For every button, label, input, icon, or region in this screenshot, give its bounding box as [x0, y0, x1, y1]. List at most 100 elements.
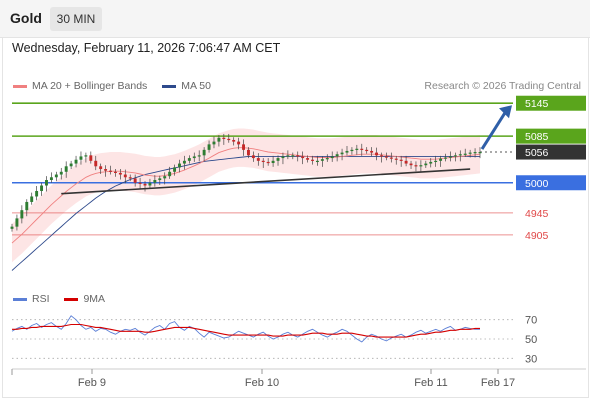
candle-body [271, 160, 275, 164]
rsi-line [11, 315, 480, 343]
level-tag-5145 [516, 95, 586, 111]
candle-body [20, 210, 24, 219]
projection-arrow-shaft [480, 110, 508, 150]
candle-body [94, 160, 98, 167]
candle-body [148, 182, 152, 186]
candle-body [458, 154, 462, 156]
candle-body [419, 165, 423, 167]
candle [330, 151, 334, 162]
candle [222, 133, 226, 145]
candle-body [266, 161, 270, 164]
timeframe-button[interactable]: 30 MIN [50, 7, 102, 31]
candle [59, 167, 63, 180]
candle-body [355, 148, 359, 150]
candle-body [463, 153, 467, 155]
candle-body [256, 158, 260, 161]
candle-body [153, 180, 157, 183]
candle-body [320, 159, 324, 161]
candle [10, 223, 14, 232]
candle [394, 155, 398, 165]
candle-body [340, 152, 344, 155]
legend-label-9ma: 9MA [83, 293, 106, 305]
candle [315, 155, 319, 166]
candle [168, 166, 172, 179]
candle-body [99, 166, 103, 170]
candle [45, 176, 48, 192]
candle [444, 153, 447, 162]
legend-item-rsi: RSI [13, 293, 50, 305]
legend-item-ma50: MA 50 [162, 80, 211, 92]
candle-body [251, 155, 255, 159]
candle [143, 181, 147, 192]
candle-body [276, 158, 280, 161]
candle-body [335, 154, 339, 157]
bollinger-band [12, 128, 480, 263]
chart-credit: Research © 2026 Trading Central [424, 80, 581, 92]
rsi-swatch-icon [13, 297, 27, 301]
candle [79, 151, 83, 165]
candle [187, 155, 191, 164]
candle [365, 147, 369, 154]
candle [453, 152, 457, 162]
candle [84, 152, 88, 163]
candle [182, 155, 186, 170]
candle [237, 137, 241, 150]
ma9-swatch-icon [64, 297, 79, 301]
chart-timestamp: Wednesday, February 11, 2026 7:06:47 AM … [12, 41, 281, 55]
candle [49, 172, 53, 183]
candle [478, 147, 482, 159]
candle-body [202, 149, 206, 156]
level-label-5145: 5145 [525, 98, 549, 110]
candle [473, 148, 477, 158]
candle [217, 135, 221, 147]
candle-body [40, 185, 44, 191]
candle-body [237, 141, 241, 145]
candle-body [89, 155, 93, 161]
candle-body [404, 160, 408, 164]
candle [256, 153, 260, 166]
candle-body [424, 163, 428, 166]
candle-body [74, 159, 78, 164]
candle [380, 152, 383, 163]
level-label-5056: 5056 [525, 147, 549, 159]
candle [30, 192, 34, 205]
level-tag-5000 [516, 175, 586, 191]
candle-body [25, 201, 29, 211]
candle [266, 158, 270, 166]
candle-body [306, 158, 310, 160]
candle-body [370, 150, 374, 153]
candle [64, 161, 68, 178]
candle-body [384, 156, 388, 158]
candle-body [247, 149, 250, 156]
level-tag-5056 [516, 144, 586, 160]
candle [54, 171, 58, 182]
candle-body [197, 155, 201, 157]
candle [261, 158, 265, 168]
ma50-line [11, 155, 480, 271]
candle [404, 155, 408, 167]
candle [360, 143, 364, 156]
candle [399, 155, 403, 167]
rsi-tick-30: 30 [525, 353, 537, 365]
candle-body [350, 149, 354, 152]
candle-body [429, 161, 433, 164]
level-label-4905: 4905 [525, 230, 549, 242]
candle-body [409, 163, 413, 166]
candle [468, 149, 472, 158]
candle [178, 159, 181, 173]
candle-body [133, 178, 137, 183]
candle [173, 164, 177, 176]
chart-frame [2, 37, 589, 398]
candle [104, 165, 108, 177]
candle [89, 151, 93, 164]
candle-body [143, 183, 147, 186]
candle [94, 155, 98, 171]
candle [118, 169, 122, 180]
candle-body [444, 157, 447, 159]
candle-body [128, 177, 132, 179]
candle-body [113, 171, 117, 173]
projection-arrow-head-icon [499, 105, 512, 119]
candle [232, 137, 236, 146]
candle-body [375, 152, 379, 156]
